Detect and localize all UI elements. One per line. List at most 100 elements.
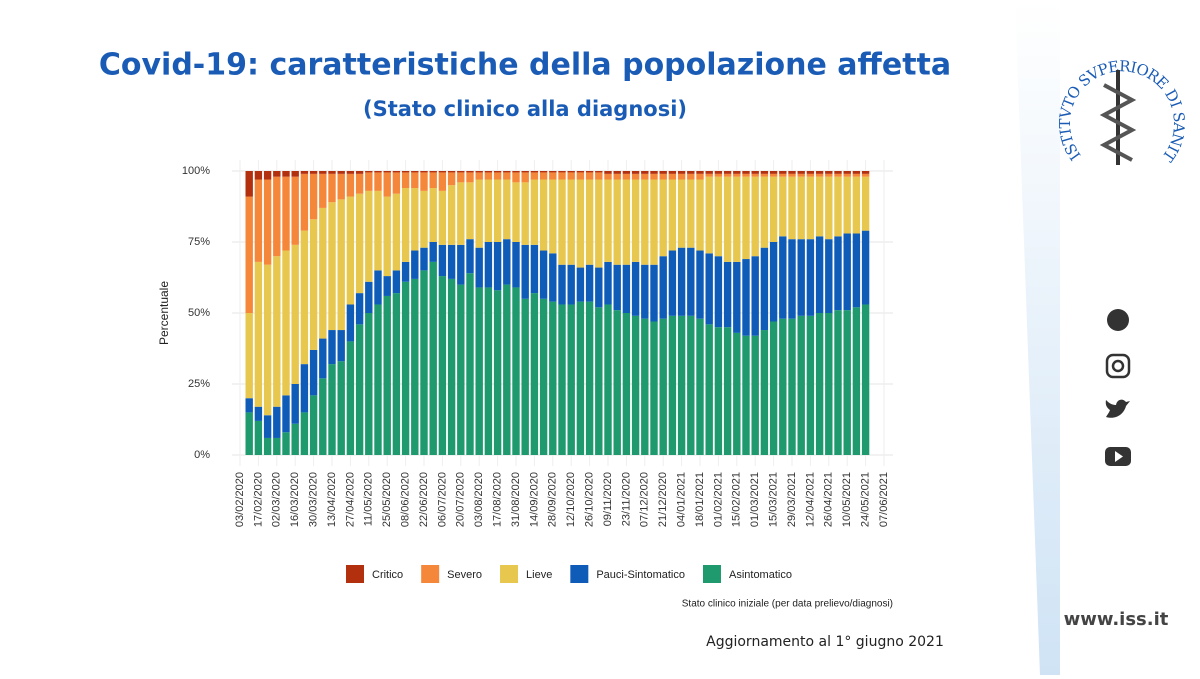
bar-segment (733, 171, 741, 174)
bar-segment (319, 171, 327, 174)
bar-segment (337, 173, 345, 200)
bar-segment (751, 176, 759, 257)
bar-segment (309, 171, 318, 174)
bar-segment (355, 171, 364, 174)
bar-segment (411, 171, 419, 173)
bar-segment (751, 171, 759, 174)
legend-swatch (346, 565, 364, 583)
x-tick-label: 30/03/2020 (308, 472, 320, 527)
logo-text: ISTITVTO SVPERIORE DI SANITÀ (0, 0, 1188, 165)
bar-segment (843, 176, 851, 234)
x-tick-label: 12/10/2020 (565, 472, 577, 527)
chart: Percentuale Stato clinico iniziale (per … (157, 160, 893, 610)
bar-segment (282, 176, 290, 251)
x-tick-label: 04/01/2021 (676, 472, 688, 527)
bar-segment (723, 327, 732, 455)
bar-segment (650, 321, 658, 455)
bar-segment (797, 315, 805, 455)
bar-segment (631, 173, 640, 180)
bar-segment (641, 173, 649, 180)
bar-segment (585, 172, 594, 180)
bar-segment (484, 287, 493, 455)
bar-segment (484, 171, 493, 173)
bar-segment (585, 179, 594, 265)
bar-segment (788, 173, 796, 177)
legend-label: Pauci-Sintomatico (596, 569, 685, 581)
bar-segment (337, 171, 345, 174)
bar-segment (788, 176, 796, 240)
bar-segment (355, 293, 364, 325)
bar-segment (549, 301, 557, 455)
bar-segment (843, 171, 851, 174)
bar-segment (475, 287, 483, 455)
bar-segment (834, 310, 842, 455)
x-tick-label: 28/09/2020 (547, 472, 559, 527)
bar-segment (530, 293, 539, 455)
bar-segment (512, 172, 520, 183)
bar-segment (751, 335, 759, 455)
bar-segment (714, 173, 723, 177)
y-tick-label: 25% (188, 378, 210, 390)
bar-segment (401, 261, 410, 282)
bar-segment (760, 171, 769, 174)
facebook-icon[interactable] (1107, 309, 1129, 331)
bar-segment (595, 179, 603, 268)
bar-segment (714, 256, 723, 328)
x-tick-label: 21/12/2020 (657, 472, 669, 527)
bar-segment (861, 230, 870, 305)
x-tick-label: 29/03/2021 (786, 472, 798, 527)
bar-segment (613, 171, 621, 174)
bar-segment (687, 315, 695, 455)
bar-segment (604, 179, 612, 262)
bar-segment (687, 247, 695, 316)
x-tick-label: 16/03/2020 (289, 472, 301, 527)
bar-segment (291, 171, 299, 177)
bar-segment (769, 176, 778, 242)
x-tick-label: 02/03/2020 (271, 472, 283, 527)
bar-segment (733, 261, 741, 333)
bar-segment (595, 267, 603, 308)
bar-segment (438, 244, 447, 277)
bar-segment (696, 173, 704, 180)
bar-segment (438, 171, 447, 173)
bar-segment (282, 250, 290, 396)
bar-segment (806, 171, 815, 174)
bar-segment (493, 171, 502, 173)
bar-segment (328, 173, 336, 203)
youtube-play (1115, 451, 1123, 462)
x-tick-label: 09/11/2020 (602, 472, 614, 526)
bar-segment (355, 324, 364, 455)
bar-segment (503, 172, 511, 180)
bar-segment (705, 173, 713, 177)
bar-segment (346, 171, 355, 174)
bar-segment (530, 179, 539, 245)
x-tick-label: 20/07/2020 (455, 472, 467, 527)
bar-segment (825, 171, 833, 174)
bar-segment (337, 330, 345, 362)
bar-segment (383, 171, 391, 173)
bar-segment (328, 364, 336, 455)
bar-segment (503, 284, 511, 455)
bar-segment (650, 264, 658, 322)
x-tick-label: 18/01/2021 (694, 472, 706, 527)
bar-segment (815, 313, 824, 455)
bar-segment (291, 423, 299, 455)
bar-segment (374, 172, 382, 191)
bar-segment (383, 276, 391, 296)
bar-segment (365, 172, 373, 191)
x-axis-title: Stato clinico iniziale (per data preliev… (682, 599, 893, 610)
bar-segment (714, 171, 723, 174)
bar-segment (558, 179, 566, 265)
bar-segment (429, 242, 437, 262)
bar-segment (245, 398, 253, 413)
bar-segment (825, 173, 833, 177)
twitter-icon[interactable] (1105, 399, 1130, 418)
bar-segment (825, 313, 833, 455)
bar-segment (300, 230, 309, 365)
bar-segment (733, 332, 741, 455)
website[interactable]: www.iss.it (1064, 609, 1169, 630)
instagram-icon[interactable] (1105, 353, 1131, 379)
bar-segment (493, 290, 502, 455)
bar-segment (539, 250, 548, 299)
x-tick-label: 26/04/2021 (823, 472, 835, 527)
